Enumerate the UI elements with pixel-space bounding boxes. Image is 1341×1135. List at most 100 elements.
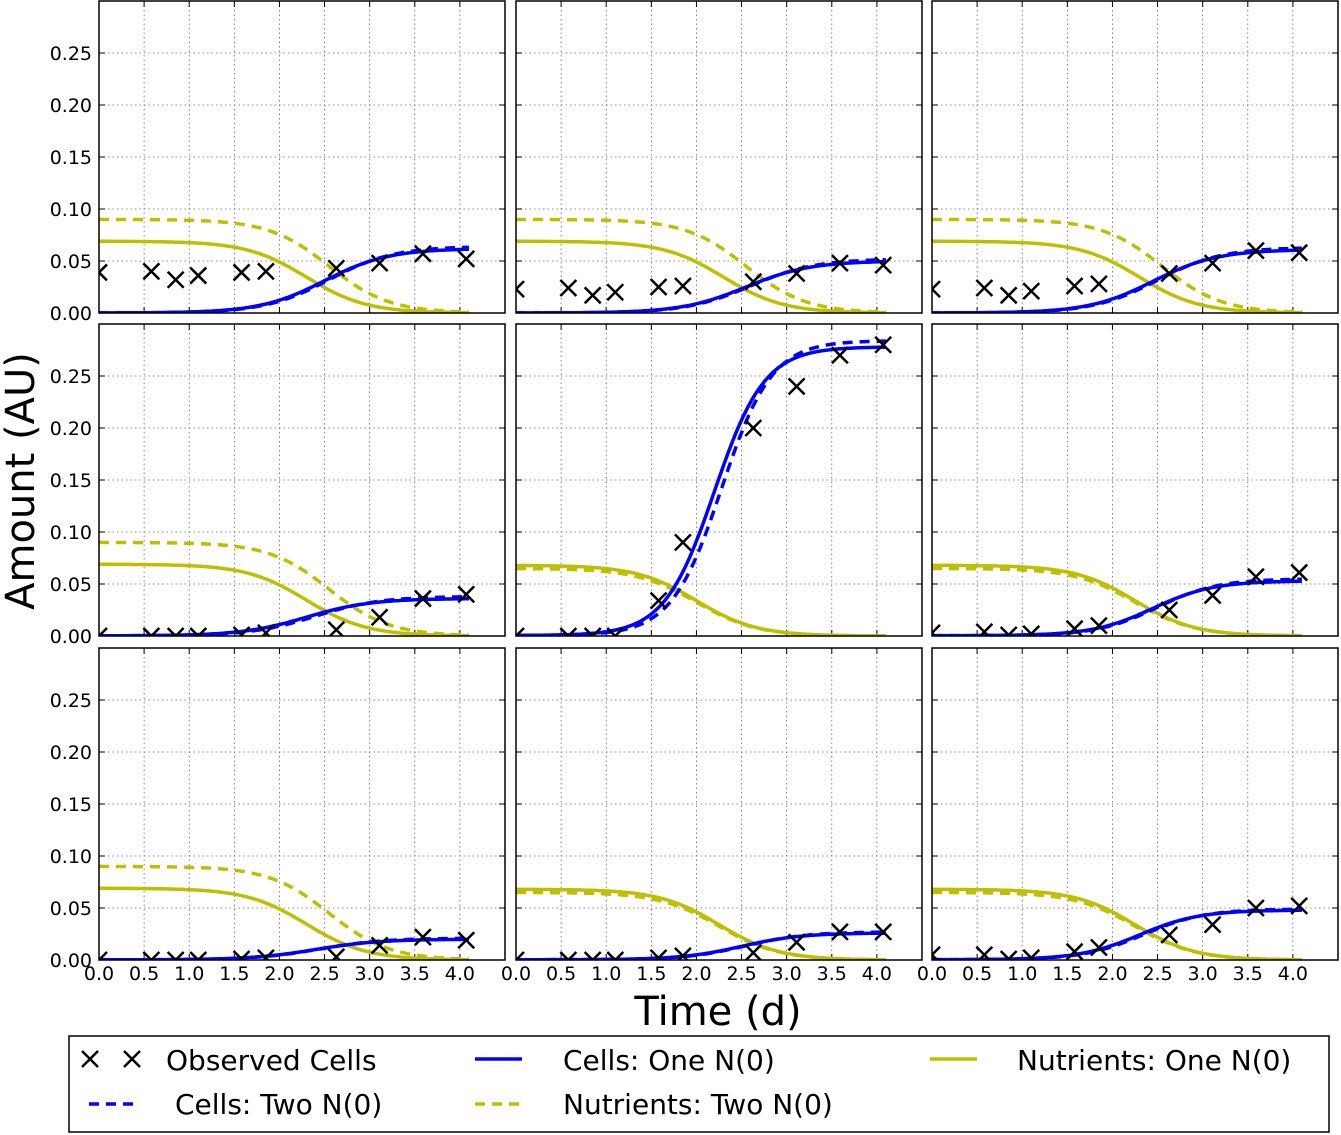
panel-4: 0.00 0.05 0.10 0.15 0.20 0.25 bbox=[50, 323, 506, 648]
observed-point-stroke bbox=[744, 272, 763, 291]
legend-label-nutrients-two: Nutrients: Two N(0) bbox=[563, 1088, 833, 1121]
observed-point-stroke bbox=[999, 286, 1018, 305]
observed-point-stroke bbox=[166, 270, 185, 289]
x-tick-label: 3.0 bbox=[1188, 963, 1218, 985]
observed-point-stroke bbox=[1065, 277, 1084, 295]
observed-point bbox=[999, 286, 1018, 305]
observed-point-stroke bbox=[613, 627, 625, 636]
observed-markers bbox=[516, 335, 893, 636]
legend-item-nutrients-two: Nutrients: Two N(0) bbox=[475, 1088, 833, 1121]
observed-point-stroke bbox=[1290, 563, 1309, 582]
observed-point bbox=[1022, 282, 1041, 301]
panel-frame bbox=[931, 647, 1339, 961]
observed-point bbox=[559, 627, 578, 636]
observed-point-stroke bbox=[649, 278, 668, 296]
observed-point bbox=[649, 278, 668, 296]
observed-point bbox=[649, 591, 668, 610]
observed-point bbox=[999, 950, 1018, 960]
observed-point bbox=[99, 627, 108, 636]
legend-item-observed: Observed Cells bbox=[81, 1044, 377, 1077]
x-tick-label: 1.5 bbox=[219, 963, 249, 985]
observed-markers bbox=[932, 241, 1309, 305]
observed-point bbox=[874, 256, 893, 275]
panel-frame bbox=[98, 0, 506, 314]
x-axis-label: Time (d) bbox=[633, 989, 801, 1035]
observed-point-stroke bbox=[328, 620, 346, 636]
observed-point bbox=[414, 589, 432, 608]
observed-point bbox=[1090, 616, 1108, 635]
observed-point bbox=[189, 951, 208, 960]
y-tick-label: 0.15 bbox=[50, 794, 92, 816]
observed-point-stroke bbox=[196, 951, 208, 960]
observed-point bbox=[1022, 949, 1041, 960]
observed-point-stroke bbox=[975, 279, 994, 297]
observed-point bbox=[457, 931, 476, 950]
observed-point bbox=[744, 943, 763, 960]
observed-point bbox=[232, 263, 251, 282]
curve-nutrients-two bbox=[99, 217, 469, 313]
observed-point-stroke bbox=[414, 589, 432, 608]
panel-5 bbox=[515, 323, 923, 637]
y-tick-label: 0.20 bbox=[50, 418, 92, 440]
observed-point bbox=[142, 262, 161, 281]
curve-nutrients-two bbox=[932, 890, 1302, 960]
observed-point bbox=[414, 244, 432, 263]
y-tick-label: 0.15 bbox=[50, 147, 92, 169]
observed-point-stroke bbox=[1203, 915, 1222, 934]
observed-point-stroke bbox=[99, 263, 108, 275]
observed-point bbox=[932, 623, 941, 636]
y-tick-label: 0.25 bbox=[50, 366, 92, 388]
curve-cells-two bbox=[99, 595, 469, 636]
observed-point-stroke bbox=[932, 623, 941, 635]
x-tick-label: 4.0 bbox=[862, 963, 892, 985]
observed-point bbox=[516, 627, 525, 636]
curve-cells-one bbox=[516, 345, 886, 636]
curve-cells-two bbox=[932, 907, 1302, 960]
observed-point bbox=[257, 623, 275, 636]
observed-point-stroke bbox=[261, 623, 275, 636]
observed-point-stroke bbox=[1005, 626, 1018, 636]
legend-item-cells-one: Cells: One N(0) bbox=[475, 1044, 775, 1077]
observed-point bbox=[831, 254, 849, 272]
ticks bbox=[98, 1, 506, 314]
curve-nutrients-two bbox=[932, 217, 1302, 313]
observed-point-stroke bbox=[189, 266, 208, 285]
y-tick-label: 0.20 bbox=[50, 742, 92, 764]
observed-point-stroke bbox=[196, 627, 208, 636]
y-tick-label: 0.05 bbox=[50, 574, 92, 596]
y-tick-label: 0.05 bbox=[50, 898, 92, 920]
observed-point-stroke bbox=[831, 923, 849, 941]
x-tick-label: 3.5 bbox=[1233, 963, 1263, 985]
observed-point bbox=[787, 933, 806, 952]
observed-point-stroke bbox=[1090, 616, 1108, 635]
observed-point bbox=[975, 622, 994, 636]
observed-point-stroke bbox=[977, 945, 994, 960]
observed-point bbox=[975, 945, 994, 960]
x-tick-label: 2.0 bbox=[264, 963, 294, 985]
observed-point-stroke bbox=[874, 335, 893, 354]
observed-point bbox=[1203, 254, 1222, 272]
observed-point bbox=[744, 419, 763, 437]
y-tick-label: 0.00 bbox=[50, 303, 92, 325]
observed-point-stroke bbox=[787, 264, 806, 283]
observed-point-stroke bbox=[370, 254, 389, 272]
observed-point bbox=[1247, 241, 1265, 260]
observed-point-stroke bbox=[189, 951, 201, 960]
observed-point bbox=[516, 951, 525, 960]
panel-frame bbox=[515, 323, 923, 637]
observed-point bbox=[583, 627, 602, 636]
observed-point bbox=[744, 272, 763, 291]
observed-point-stroke bbox=[583, 286, 602, 305]
observed-point-stroke bbox=[583, 951, 595, 960]
observed-point bbox=[166, 270, 185, 289]
observed-point-stroke bbox=[173, 627, 185, 636]
observed-point bbox=[1090, 274, 1108, 293]
observed-point-stroke bbox=[232, 263, 251, 282]
panel-7: 0.00 0.05 0.10 0.15 0.20 0.25 0.0 0.5 1.0 1.5 2.0 2… bbox=[50, 647, 506, 985]
x-tick-label: 2.0 bbox=[1097, 963, 1127, 985]
panel-8: 0.0 0.5 1.0 1.5 2.0 2.5 3.0 3.5 4.0 bbox=[501, 647, 923, 985]
observed-point bbox=[787, 264, 806, 283]
observed-point-stroke bbox=[142, 262, 161, 281]
observed-point bbox=[583, 286, 602, 305]
curves bbox=[516, 339, 886, 636]
